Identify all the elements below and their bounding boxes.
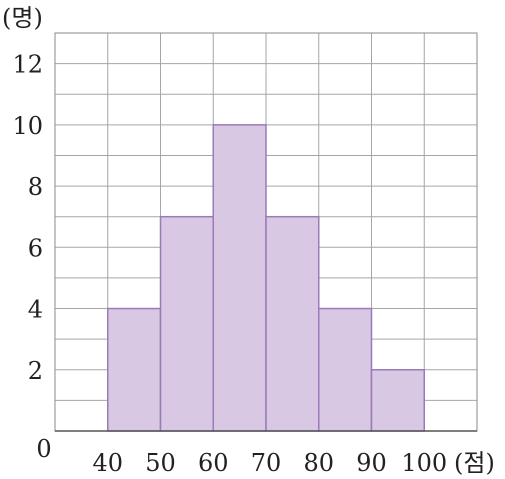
y-tick-label-8: 8 <box>28 173 43 201</box>
x-tick-label-90: 90 <box>356 449 387 477</box>
origin-label: 0 <box>36 435 51 463</box>
y-tick-label-4: 4 <box>28 296 43 324</box>
x-tick-label-80: 80 <box>303 449 334 477</box>
x-tick-label-40: 40 <box>92 449 123 477</box>
histogram-bar-80-90 <box>318 307 373 432</box>
histogram-bar-90-100 <box>370 369 425 432</box>
x-tick-label-60: 60 <box>198 449 229 477</box>
y-tick-label-6: 6 <box>28 234 43 262</box>
x-tick-label-50: 50 <box>145 449 176 477</box>
y-tick-label-12: 12 <box>12 51 43 79</box>
y-tick-labels: 2 4 6 8 10 12 <box>12 51 43 385</box>
y-tick-label-10: 10 <box>12 112 43 140</box>
x-tick-label-70: 70 <box>251 449 282 477</box>
histogram-bars <box>107 124 425 432</box>
chart-frame <box>54 32 478 432</box>
histogram-bar-70-80 <box>265 215 320 432</box>
histogram-bar-40-50 <box>107 307 162 432</box>
x-axis-unit-label: (점) <box>454 449 495 477</box>
y-tick-label-2: 2 <box>28 357 43 385</box>
histogram-bar-60-70 <box>212 124 267 432</box>
x-tick-labels: 40 50 60 70 80 90 100 <box>92 449 447 477</box>
y-axis-unit-label: (명) <box>2 4 43 32</box>
histogram-bar-50-60 <box>159 215 214 432</box>
x-tick-label-100: 100 <box>401 449 447 477</box>
